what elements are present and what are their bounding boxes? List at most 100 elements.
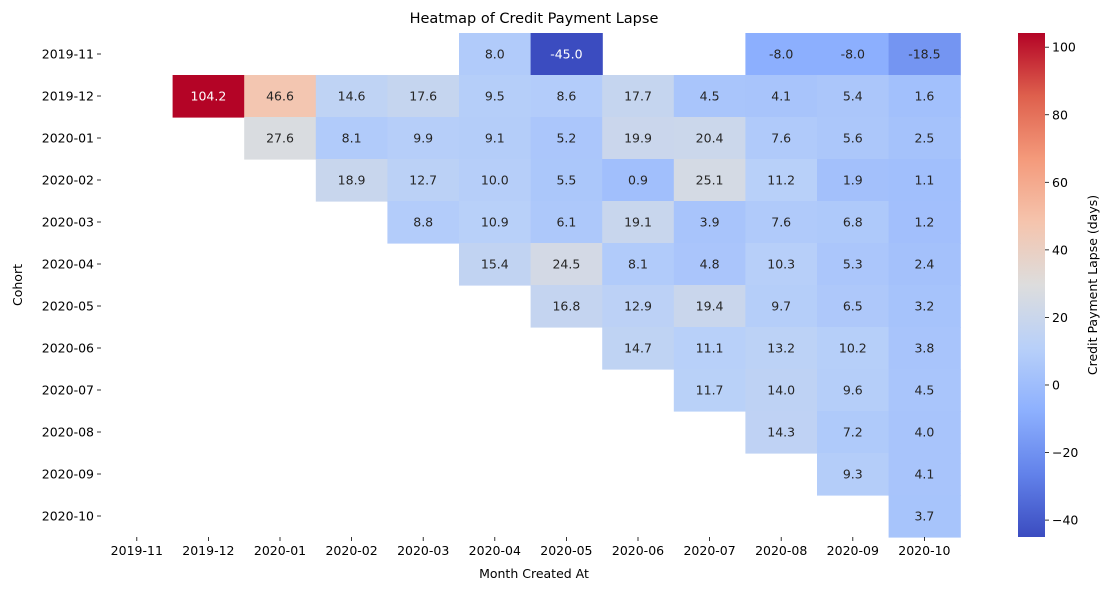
heatmap-cell-value: 6.5 xyxy=(843,299,863,314)
x-tick-label: 2020-09 xyxy=(827,543,879,558)
x-axis-label: Month Created At xyxy=(479,566,589,581)
heatmap-cell xyxy=(745,285,818,328)
heatmap-cell-value: 8.1 xyxy=(342,131,362,146)
heatmap-cell xyxy=(745,243,818,286)
heatmap-cell xyxy=(817,453,890,496)
heatmap-cell xyxy=(602,117,675,160)
heatmap-cell-value: 5.6 xyxy=(843,131,863,146)
heatmap-cell xyxy=(387,117,460,160)
x-tick-label: 2019-11 xyxy=(111,543,163,558)
heatmap-cell-value: 3.2 xyxy=(914,299,934,314)
heatmap-cell-value: 7.6 xyxy=(771,215,791,230)
heatmap-cell xyxy=(817,369,890,412)
heatmap-cell xyxy=(602,285,675,328)
x-tick-label: 2020-05 xyxy=(540,543,592,558)
heatmap-cell-value: 5.2 xyxy=(556,131,576,146)
heatmap-cell xyxy=(673,369,746,412)
heatmap-cell-value: 8.1 xyxy=(628,257,648,272)
heatmap-cell xyxy=(244,75,317,118)
heatmap-cell xyxy=(530,243,603,286)
heatmap-cell xyxy=(673,327,746,370)
x-tick-label: 2020-04 xyxy=(469,543,521,558)
heatmap-cell-value: 9.6 xyxy=(843,383,863,398)
heatmap-cell-value: 8.8 xyxy=(413,215,433,230)
heatmap-cell xyxy=(888,243,961,286)
heatmap-cell-value: 6.8 xyxy=(843,215,863,230)
y-tick-label: 2020-01 xyxy=(42,131,94,146)
heatmap-cell xyxy=(673,285,746,328)
heatmap-cell xyxy=(888,327,961,370)
heatmap-cell-value: 7.6 xyxy=(771,131,791,146)
x-tick-label: 2020-07 xyxy=(683,543,735,558)
heatmap-cell xyxy=(315,117,388,160)
heatmap-cell xyxy=(315,75,388,118)
y-tick-label: 2020-05 xyxy=(42,299,94,314)
heatmap-cell xyxy=(602,243,675,286)
heatmap-cell-value: 4.1 xyxy=(771,89,791,104)
heatmap-cell-value: 10.2 xyxy=(839,341,867,356)
x-tick-label: 2020-01 xyxy=(254,543,306,558)
heatmap-cell xyxy=(530,117,603,160)
heatmap-cell xyxy=(817,159,890,202)
colorbar-tick-label: 40 xyxy=(1052,242,1068,257)
heatmap-cell-value: 17.7 xyxy=(624,89,652,104)
heatmap-cell-value: 5.4 xyxy=(843,89,863,104)
heatmap-cell-value: 12.7 xyxy=(409,173,437,188)
y-axis-label: Cohort xyxy=(10,264,25,306)
heatmap-cell xyxy=(888,159,961,202)
heatmap-cell-value: 4.5 xyxy=(914,383,934,398)
heatmap-cell xyxy=(459,75,532,118)
heatmap-cell xyxy=(459,33,532,76)
x-tick-label: 2020-02 xyxy=(325,543,377,558)
heatmap-cell-value: 3.9 xyxy=(700,215,720,230)
heatmap-cell xyxy=(888,33,961,76)
heatmap-cell-value: 4.1 xyxy=(914,467,934,482)
heatmap-cell-value: 2.4 xyxy=(914,257,934,272)
heatmap-cell xyxy=(315,159,388,202)
heatmap-cell xyxy=(745,117,818,160)
heatmap-cell xyxy=(459,243,532,286)
y-tick-label: 2020-06 xyxy=(42,341,94,356)
heatmap-cell xyxy=(602,159,675,202)
heatmap-cell xyxy=(745,411,818,454)
heatmap-cell xyxy=(817,411,890,454)
heatmap-cell xyxy=(817,117,890,160)
heatmap-cell-value: 2.5 xyxy=(914,131,934,146)
heatmap-cell-value: 19.9 xyxy=(624,131,652,146)
heatmap-cell xyxy=(387,159,460,202)
heatmap-cell-value: 11.1 xyxy=(696,341,724,356)
heatmap-cell xyxy=(745,75,818,118)
heatmap-cell-value: 10.3 xyxy=(767,257,795,272)
heatmap-cell xyxy=(745,159,818,202)
y-tick-label: 2019-11 xyxy=(42,47,94,62)
x-tick-label: 2020-06 xyxy=(612,543,664,558)
heatmap-cell-value: 46.6 xyxy=(266,89,294,104)
heatmap-cell xyxy=(387,75,460,118)
heatmap-cell-value: 9.5 xyxy=(485,89,505,104)
colorbar-label: Credit Payment Lapse (days) xyxy=(1085,195,1100,375)
heatmap-cell-value: 16.8 xyxy=(552,299,580,314)
heatmap-cell xyxy=(888,285,961,328)
colorbar-tick-label: −20 xyxy=(1052,445,1078,460)
y-tick-label: 2020-03 xyxy=(42,215,94,230)
heatmap-cell-value: 25.1 xyxy=(696,173,724,188)
heatmap-cell xyxy=(888,75,961,118)
heatmap-cell xyxy=(244,117,317,160)
heatmap-cell xyxy=(530,33,603,76)
heatmap-cell-value: -8.0 xyxy=(841,47,865,62)
heatmap-cell-value: 15.4 xyxy=(481,257,509,272)
heatmap-cell-value: -45.0 xyxy=(550,47,582,62)
heatmap-cell xyxy=(888,495,961,538)
heatmap-cell xyxy=(673,159,746,202)
heatmap-cell xyxy=(888,117,961,160)
heatmap-cell-labels: 8.0 -45.0 -8.0 -8.0 -18.5 104.2 46.6 14.6 17.6 9.… xyxy=(191,47,941,524)
heatmap-cell xyxy=(673,117,746,160)
heatmap-cell xyxy=(530,201,603,244)
heatmap-cell xyxy=(387,201,460,244)
heatmap-cell-value: 7.2 xyxy=(843,425,863,440)
heatmap-cell xyxy=(459,159,532,202)
heatmap-cell-value: 4.0 xyxy=(914,425,934,440)
heatmap-cell-value: 13.2 xyxy=(767,341,795,356)
